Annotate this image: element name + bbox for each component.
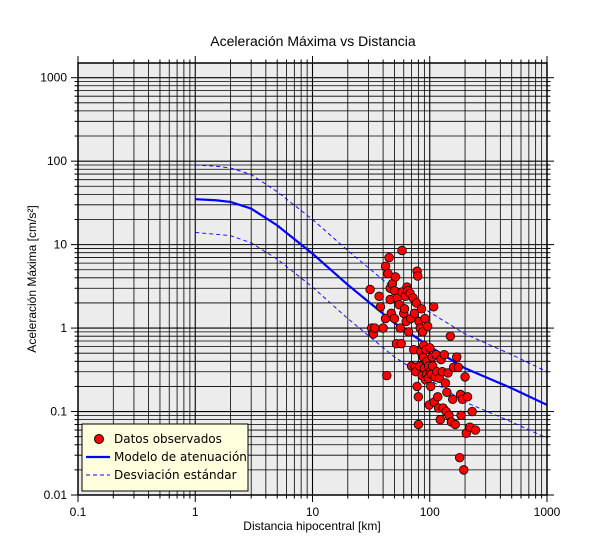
data-point xyxy=(445,331,456,341)
data-point xyxy=(399,304,410,314)
data-point xyxy=(413,419,424,430)
data-point xyxy=(409,308,420,319)
data-point xyxy=(433,392,443,402)
grid xyxy=(78,63,547,495)
data-point xyxy=(365,284,375,295)
data-point xyxy=(442,387,452,398)
standard-deviation-line xyxy=(195,231,547,439)
legend-point-marker xyxy=(94,434,104,444)
data-point xyxy=(462,392,473,402)
y-axis-label: Aceleración Máxima [cm/s²] xyxy=(25,205,39,352)
legend: Datos observados Modelo de atenuación De… xyxy=(81,423,249,492)
y-tick-label: 0.01 xyxy=(44,488,68,502)
data-point xyxy=(426,381,436,392)
chart-title: Aceleración Máxima vs Distancia xyxy=(210,33,416,49)
data-point xyxy=(397,245,407,256)
data-point xyxy=(454,452,465,463)
series-lines xyxy=(195,164,547,439)
data-point xyxy=(374,291,384,302)
data-point xyxy=(460,372,470,382)
y-tick-label: 100 xyxy=(47,154,67,168)
data-point xyxy=(450,419,460,430)
data-point xyxy=(375,302,386,312)
legend-label-deviation: Desviación estándar xyxy=(114,468,237,482)
attenuation-model-line xyxy=(195,198,547,406)
series-points xyxy=(365,245,481,475)
data-point xyxy=(467,406,477,417)
y-tick-label: 1000 xyxy=(40,71,67,85)
data-point xyxy=(420,313,430,324)
x-tick-label: 0.1 xyxy=(70,505,87,519)
data-point xyxy=(384,252,394,263)
data-point xyxy=(459,465,469,475)
x-tick-label: 1000 xyxy=(534,505,561,519)
data-point xyxy=(443,368,453,378)
y-tick-label: 0.1 xyxy=(50,405,67,419)
data-point xyxy=(395,323,405,333)
data-point xyxy=(440,378,451,388)
data-point xyxy=(403,327,414,337)
data-point xyxy=(412,381,422,392)
data-point xyxy=(452,352,462,362)
legend-label-model: Modelo de atenuación xyxy=(114,450,247,464)
x-tick-label: 10 xyxy=(306,505,320,519)
data-point xyxy=(456,410,466,421)
data-point xyxy=(428,302,439,312)
data-point xyxy=(389,313,400,324)
plot-series xyxy=(195,164,547,475)
data-point xyxy=(448,394,458,405)
x-tick-label: 100 xyxy=(420,505,440,519)
data-point xyxy=(411,298,422,308)
x-axis-label: Distancia hipocentral [km] xyxy=(243,519,380,533)
data-point xyxy=(416,304,427,314)
legend-label-observed: Datos observados xyxy=(114,432,222,446)
data-point xyxy=(425,343,435,353)
data-point xyxy=(453,362,463,372)
data-point xyxy=(422,321,433,332)
data-point xyxy=(396,338,406,349)
data-point xyxy=(390,272,401,282)
data-point xyxy=(413,392,424,402)
x-tick-label: 1 xyxy=(192,505,199,519)
data-point xyxy=(370,323,380,333)
y-tick-label: 10 xyxy=(54,238,68,252)
data-point xyxy=(413,271,423,281)
standard-deviation-line xyxy=(195,164,547,373)
data-point xyxy=(435,414,445,425)
data-point xyxy=(378,323,388,333)
data-point xyxy=(470,425,481,435)
data-point xyxy=(439,349,449,360)
data-point xyxy=(382,370,392,381)
y-tick-label: 1 xyxy=(60,321,67,335)
